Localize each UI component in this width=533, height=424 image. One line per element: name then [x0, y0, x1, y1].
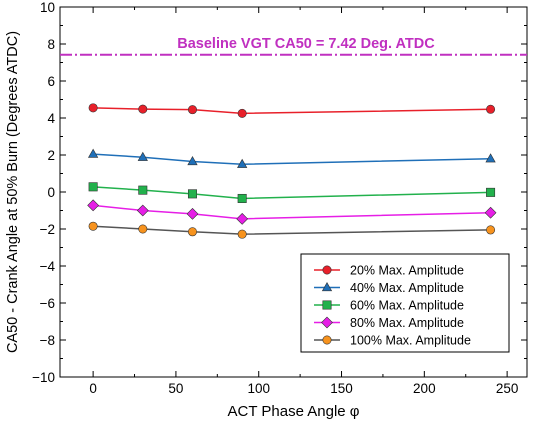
x-tick-label: 250	[496, 381, 519, 396]
legend-marker	[322, 265, 332, 275]
data-point	[486, 187, 496, 197]
legend-entry: 80% Max. Amplitude	[350, 316, 464, 330]
series-line	[93, 225, 491, 235]
y-tick-label: 10	[40, 0, 55, 15]
y-tick-label: 6	[47, 74, 55, 89]
y-tick-label: −6	[40, 296, 55, 311]
data-point	[485, 153, 496, 163]
data-point	[237, 158, 248, 168]
data-point	[187, 227, 197, 237]
legend-marker	[321, 282, 333, 292]
x-tick-label: 150	[330, 381, 353, 396]
x-tick-label: 0	[89, 381, 97, 396]
legend-entry: 100% Max. Amplitude	[350, 334, 471, 348]
series-2	[87, 148, 496, 168]
legend-entry: 40% Max. Amplitude	[350, 281, 464, 295]
reference-line-group: Baseline VGT CA50 = 7.42 Deg. ATDC	[60, 36, 527, 56]
data-point	[87, 148, 99, 158]
data-point	[484, 206, 497, 219]
legend-entry: 20% Max. Amplitude	[350, 264, 464, 278]
data-point	[87, 199, 100, 212]
data-point	[236, 212, 249, 225]
series-1	[88, 103, 496, 118]
y-tick-label: 4	[47, 111, 55, 126]
data-point	[187, 105, 197, 115]
x-tick-label: 100	[247, 381, 270, 396]
data-point	[88, 182, 98, 192]
x-axis-label: ACT Phase Angle φ	[227, 403, 359, 420]
y-tick-label: 2	[47, 148, 55, 163]
data-point	[137, 151, 148, 161]
legend-marker	[321, 316, 333, 329]
x-tick-label: 50	[168, 381, 183, 396]
axis-ticks: 0 50 100 150 200 250 10 8 6 4 2 0 −2 −4 −6 −8 −10	[32, 0, 527, 396]
series-group	[87, 103, 497, 239]
legend: 20% Max. Amplitude 40% Max. Amplitude 60% …	[300, 253, 510, 353]
series-4	[87, 199, 497, 225]
series-line	[93, 186, 491, 200]
data-point	[187, 189, 197, 199]
y-tick-label: −2	[40, 222, 55, 237]
data-point	[237, 229, 247, 239]
series-line	[93, 107, 491, 115]
y-tick-label: 8	[47, 37, 55, 52]
series-5	[88, 221, 496, 239]
y-tick-label: −8	[40, 333, 55, 348]
data-point	[88, 103, 98, 113]
data-point	[186, 207, 199, 220]
legend-entry: 60% Max. Amplitude	[350, 299, 464, 313]
series-line	[93, 204, 491, 220]
x-tick-label: 200	[413, 381, 436, 396]
y-tick-label: −10	[32, 370, 55, 385]
data-point	[237, 193, 247, 203]
data-point	[237, 108, 247, 118]
y-axis-label: CA50 - Crank Angle at 50% Burn (Degrees …	[5, 31, 21, 353]
data-point	[486, 225, 496, 235]
data-point	[486, 104, 496, 114]
data-point	[138, 185, 148, 195]
data-point	[138, 224, 148, 234]
series-line	[93, 153, 491, 166]
data-point	[138, 104, 148, 114]
data-point	[187, 156, 198, 166]
data-point	[136, 204, 149, 217]
legend-marker	[322, 335, 332, 345]
baseline-label: Baseline VGT CA50 = 7.42 Deg. ATDC	[177, 36, 435, 52]
series-3	[88, 182, 496, 203]
legend-marker	[322, 300, 332, 310]
y-tick-label: −4	[40, 259, 56, 274]
data-point	[88, 221, 98, 231]
y-tick-label: 0	[47, 185, 55, 200]
